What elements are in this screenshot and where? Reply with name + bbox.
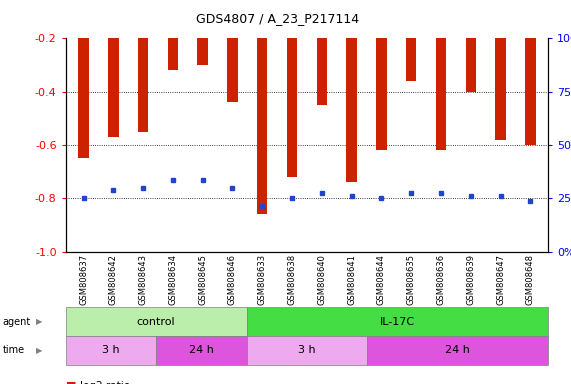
Bar [376,38,387,150]
Text: agent: agent [3,316,31,327]
Text: ▶: ▶ [36,346,42,355]
Text: 24 h: 24 h [445,345,470,356]
Text: IL-17C: IL-17C [380,316,415,327]
Text: 3 h: 3 h [298,345,316,356]
Text: ■: ■ [66,381,76,384]
Bar [198,38,208,65]
Bar [78,38,89,158]
Bar [138,38,148,132]
Bar [287,38,297,177]
Text: control: control [137,316,175,327]
Bar [495,38,506,140]
Text: GDS4807 / A_23_P217114: GDS4807 / A_23_P217114 [196,12,360,25]
Text: log2 ratio: log2 ratio [80,381,130,384]
Text: 24 h: 24 h [189,345,214,356]
Bar [257,38,267,214]
Bar [168,38,178,70]
Text: 3 h: 3 h [102,345,120,356]
Text: time: time [3,345,25,356]
Bar [436,38,446,150]
Text: ▶: ▶ [36,317,42,326]
Bar [227,38,238,103]
Bar [108,38,119,137]
Bar [465,38,476,92]
Bar [525,38,536,145]
Bar [316,38,327,105]
Bar [406,38,416,81]
Bar [347,38,357,182]
